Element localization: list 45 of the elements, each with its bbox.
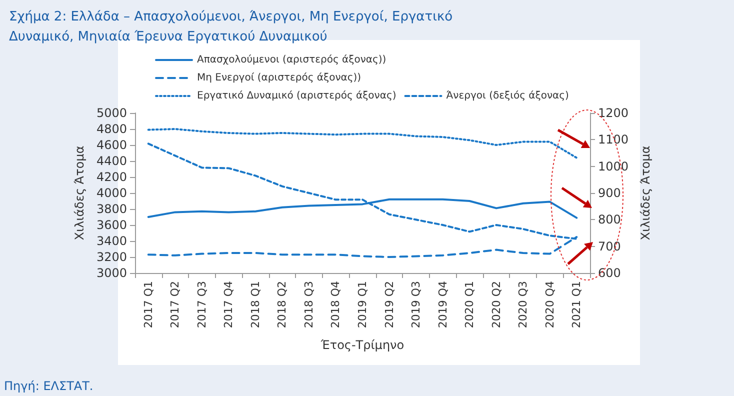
x-tick-label: 2020 Q3 [516,281,530,328]
legend-label: Απασχολούμενοι (αριστερός άξονας)) [197,54,386,66]
x-tick-label: 2019 Q3 [410,281,423,328]
y-tick-label: 3000 [96,266,127,280]
chart-title: Σχήμα 2: Ελλάδα – Απασχολούμενοι, Άνεργοι, Μη Ενεργοί, Εργατικό Δυναμικό, Μηνιαία Έρευνα Εργατικού Δυναμικού [9,10,457,44]
x-tick-label: 2019 Q1 [356,281,369,328]
y2-tick-label: 1200 [598,106,629,120]
y-tick-label: 4600 [96,138,127,152]
x-axis-title: Έτος-Τρίμηνο [320,338,404,352]
x-tick-label: 2020 Q4 [543,281,556,328]
y2-tick-label: 900 [598,186,621,200]
x-tick-label: 2018 Q2 [276,281,289,328]
y-tick-label: 3800 [96,202,127,216]
y-tick-label: 4800 [96,122,127,136]
y-tick-label: 3400 [96,234,127,248]
y2-tick-label: 600 [598,266,621,280]
y2-axis-title: Χιλιάδες Άτομα [638,146,652,240]
y2-tick-label: 1000 [598,159,629,174]
x-tick-label: 2021 Q1 [570,281,584,328]
x-tick-label: 2019 Q4 [436,281,450,328]
x-tick-label: 2017 Q1 [142,281,155,328]
x-tick-label: 2017 Q4 [222,281,236,328]
y-axis-title: Χιλιάδες Άτομα [72,146,87,240]
x-tick-label: 2020 Q1 [463,281,476,328]
legend-label: Μη Ενεργοί (αριστερός άξονας)) [197,72,362,84]
y-tick-label: 3200 [96,250,127,264]
y-tick-label: 3600 [96,218,127,232]
legend-label: Εργατικό Δυναμικό (αριστερός άξονας) [197,90,396,102]
line-series [147,128,578,159]
y-tick-label: 5000 [96,106,127,120]
x-tick-label: 2017 Q2 [168,281,182,328]
y-tick-label: 4200 [96,170,127,184]
x-tick-label: 2020 Q2 [490,281,503,328]
y2-tick-label: 800 [598,212,621,227]
y-tick-label: 4400 [96,154,127,168]
x-tick-label: 2017 Q3 [195,281,208,328]
x-tick-label: 2018 Q3 [302,281,316,328]
x-tick-label: 2019 Q2 [382,281,396,328]
y-tick-label: 4000 [96,186,127,200]
y2-tick-label: 1100 [598,132,629,147]
x-tick-label: 2018 Q4 [329,281,342,328]
legend-label: Άνεργοι (δεξιός άξονας) [446,90,569,102]
y2-tick-label: 700 [598,239,621,254]
x-tick-label: 2018 Q1 [248,281,262,328]
text: Πηγή: ΕΛΣΤΑΤ. [4,379,94,393]
